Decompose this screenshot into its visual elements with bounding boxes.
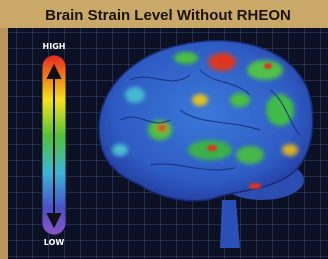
- screenshot: Brain Strain Level Without RHEON HIGH LO…: [0, 0, 328, 259]
- scale-low-label: LOW: [44, 238, 65, 247]
- title: Brain Strain Level Without RHEON: [45, 7, 291, 24]
- left-border: [0, 28, 8, 259]
- scale-high-label: HIGH: [43, 42, 66, 51]
- figure: Brain Strain Level Without RHEON HIGH LO…: [0, 0, 328, 259]
